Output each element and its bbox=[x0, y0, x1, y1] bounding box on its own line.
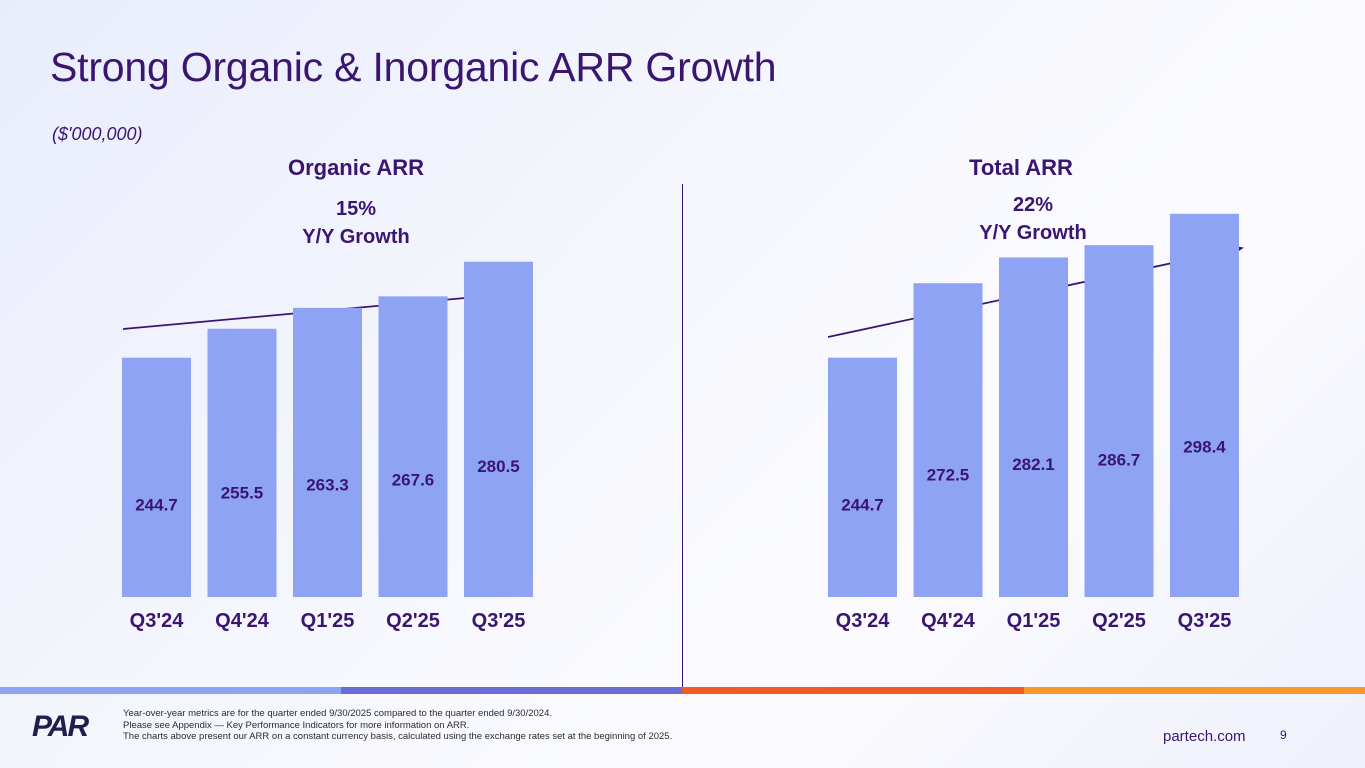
total-bar bbox=[913, 283, 983, 597]
organic-x-tick-label: Q1'25 bbox=[301, 610, 355, 632]
footnote-line: Please see Appendix — Key Performance In… bbox=[123, 719, 470, 731]
organic-bar bbox=[293, 307, 362, 597]
organic-data-label: 255.5 bbox=[221, 484, 264, 503]
organic-bar bbox=[464, 261, 533, 597]
footnotes: Year-over-year metrics are for the quart… bbox=[123, 708, 823, 743]
total-x-tick-label: Q4'24 bbox=[921, 610, 976, 632]
organic-x-tick-label: Q3'25 bbox=[472, 610, 526, 632]
organic-bar bbox=[122, 357, 191, 597]
total-x-tick-label: Q2'25 bbox=[1092, 610, 1146, 632]
par-logo: PAR bbox=[32, 710, 91, 740]
total-x-tick-label: Q3'24 bbox=[836, 610, 891, 632]
footer-stripe-4 bbox=[1024, 687, 1365, 694]
organic-arr-title: Organic ARR bbox=[287, 155, 425, 180]
organic-growth-label: Y/Y Growth bbox=[302, 226, 410, 248]
total-x-tick-label: Q1'25 bbox=[1007, 610, 1061, 632]
organic-growth-annotation: 15% Y/Y Growth bbox=[226, 195, 486, 251]
organic-bar bbox=[378, 296, 448, 597]
organic-x-tick-label: Q3'24 bbox=[130, 610, 185, 632]
chart-divider bbox=[682, 184, 683, 689]
organic-data-label: 280.5 bbox=[477, 457, 520, 476]
organic-growth-value: 15% bbox=[335, 198, 377, 220]
footer-stripe-2 bbox=[341, 687, 682, 694]
total-data-label: 272.5 bbox=[927, 465, 970, 484]
total-data-label: 286.7 bbox=[1098, 450, 1141, 469]
page-number: 9 bbox=[1280, 728, 1287, 742]
footer-stripe-1 bbox=[0, 687, 341, 694]
total-growth-annotation: 22% Y/Y Growth bbox=[903, 191, 1163, 247]
organic-bar bbox=[207, 328, 277, 597]
total-data-label: 298.4 bbox=[1183, 438, 1226, 457]
total-x-tick-label: Q3'25 bbox=[1178, 610, 1232, 632]
total-growth-value: 22% bbox=[1012, 194, 1054, 216]
footnote-line: The charts above present our ARR on a co… bbox=[123, 731, 673, 742]
organic-x-tick-label: Q4'24 bbox=[215, 610, 270, 632]
total-data-label: 282.1 bbox=[1012, 455, 1055, 474]
website-link[interactable]: partech.com bbox=[1163, 728, 1246, 745]
units-label: ($'000,000) bbox=[52, 124, 143, 144]
total-bar bbox=[1170, 213, 1239, 597]
par-logo-text: PAR bbox=[32, 710, 89, 740]
organic-data-label: 267.6 bbox=[392, 471, 435, 490]
total-bar bbox=[999, 257, 1068, 597]
total-growth-label: Y/Y Growth bbox=[979, 222, 1087, 244]
total-bar bbox=[1084, 245, 1154, 598]
footnote-line: Year-over-year metrics are for the quart… bbox=[123, 708, 553, 719]
footer-stripe-3 bbox=[682, 687, 1024, 694]
page-title: Strong Organic & Inorganic ARR Growth bbox=[50, 44, 777, 90]
total-arr-title: Total ARR bbox=[969, 155, 1073, 180]
organic-data-label: 244.7 bbox=[135, 495, 178, 514]
organic-data-label: 263.3 bbox=[306, 475, 349, 494]
organic-x-tick-label: Q2'25 bbox=[386, 610, 440, 632]
total-bar bbox=[828, 357, 897, 597]
total-data-label: 244.7 bbox=[841, 495, 884, 514]
